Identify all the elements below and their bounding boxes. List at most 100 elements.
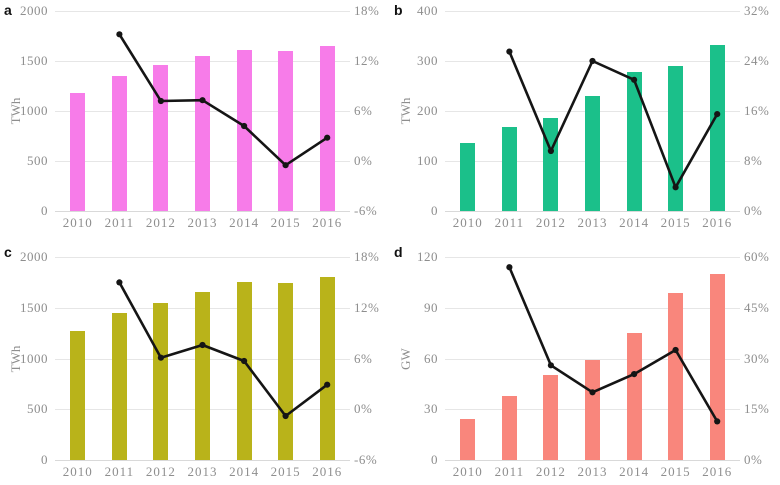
growth-line xyxy=(118,33,328,167)
secondary-axis-tick-label: 0% xyxy=(744,452,763,467)
x-axis-tick-label: 2013 xyxy=(187,215,218,230)
gridline xyxy=(445,257,740,258)
x-axis-tick-label: 2012 xyxy=(535,464,566,479)
x-axis-tick-label: 2014 xyxy=(229,215,260,230)
bar-2013 xyxy=(585,360,600,460)
x-axis-tick-label: 2012 xyxy=(145,215,176,230)
x-axis-tick-label: 2016 xyxy=(702,464,733,479)
x-axis-tick-label: 2011 xyxy=(104,215,135,230)
x-axis-tick-label: 2013 xyxy=(577,215,608,230)
gridline xyxy=(445,11,740,12)
bar-2015 xyxy=(278,51,294,211)
bar-2012 xyxy=(543,117,559,211)
secondary-axis-tick-label: -6% xyxy=(354,203,378,218)
x-axis-tick-label: 2016 xyxy=(312,464,343,479)
bar-2011 xyxy=(111,76,127,211)
growth-line xyxy=(118,281,328,418)
x-axis-tick-label: 2013 xyxy=(187,464,218,479)
data-point-marker xyxy=(116,279,123,286)
data-point-marker xyxy=(116,31,123,38)
bar-2011 xyxy=(111,312,127,460)
chart-panel-d: d GW 120 60% 90 45% 60 30% 30 15% 0 0% 2010 2011 2012 2… xyxy=(390,242,780,485)
data-point-marker xyxy=(547,362,554,369)
y-axis-tick-label: 2000 xyxy=(20,3,48,18)
growth-line xyxy=(508,51,719,189)
secondary-axis-tick-label: 8% xyxy=(744,153,763,168)
secondary-axis-tick-label: 0% xyxy=(744,203,763,218)
x-axis-tick-label: 2015 xyxy=(660,464,691,479)
y-axis-tick-label: 400 xyxy=(417,3,438,18)
y-axis-tick-label: 60 xyxy=(424,350,438,366)
bar-2013 xyxy=(195,291,210,460)
bar-2016 xyxy=(319,45,335,211)
x-axis-tick-label: 2011 xyxy=(104,464,135,479)
y-axis-tick-label: 1000 xyxy=(20,103,48,118)
y-axis-tick-label: 0 xyxy=(41,452,48,467)
secondary-axis-tick-label: 12% xyxy=(354,53,380,68)
gridline xyxy=(445,61,740,62)
bar-2010 xyxy=(460,419,476,460)
bar-2012 xyxy=(153,65,169,211)
panel-letter: d xyxy=(394,244,403,260)
secondary-axis-tick-label: 32% xyxy=(744,3,770,18)
y-axis-tick-label: 90 xyxy=(424,299,438,315)
x-axis-tick-label: 2016 xyxy=(702,215,733,230)
secondary-axis-tick-label: 12% xyxy=(354,299,380,315)
panel-letter: a xyxy=(4,2,12,18)
gridline xyxy=(55,11,350,12)
x-axis-tick-label: 2012 xyxy=(145,464,176,479)
secondary-axis-tick-label: 6% xyxy=(354,103,373,118)
gridline xyxy=(445,307,740,309)
bar-2012 xyxy=(543,375,559,460)
bar-2012 xyxy=(153,303,169,460)
secondary-axis-tick-label: 45% xyxy=(744,299,770,315)
secondary-axis-tick-label: 18% xyxy=(354,249,380,264)
y-axis-tick-label: 120 xyxy=(417,249,438,264)
gridline xyxy=(445,460,740,461)
bar-2014 xyxy=(626,333,642,460)
secondary-axis-tick-label: 0% xyxy=(354,153,373,168)
bar-2015 xyxy=(668,66,684,211)
bar-2013 xyxy=(195,55,210,211)
chart-panel-b: b TWh 400 32% 300 24% 200 16% 100 8% 0 0% 2010 2011 20… xyxy=(390,0,780,242)
bar-2015 xyxy=(668,292,684,460)
y-axis-tick-label: 1000 xyxy=(20,350,48,366)
x-axis-tick-label: 2015 xyxy=(270,215,301,230)
bar-2014 xyxy=(236,281,252,460)
panel-letter: b xyxy=(394,2,403,18)
y-axis-tick-label: 1500 xyxy=(20,53,48,68)
y-axis-tick-label: 500 xyxy=(27,153,48,168)
secondary-axis-tick-label: -6% xyxy=(354,452,378,467)
bar-2010 xyxy=(70,331,86,460)
gridline xyxy=(55,460,350,461)
x-axis-tick-label: 2010 xyxy=(62,464,93,479)
gridline xyxy=(445,211,740,212)
secondary-axis-tick-label: 60% xyxy=(744,249,770,264)
x-axis-tick-label: 2010 xyxy=(452,464,483,479)
x-axis-tick-label: 2010 xyxy=(452,215,483,230)
y-axis-tick-label: 0 xyxy=(431,203,438,218)
x-axis-tick-label: 2016 xyxy=(312,215,343,230)
secondary-axis-tick-label: 24% xyxy=(744,53,770,68)
y-axis-tick-label: 300 xyxy=(417,53,438,68)
y-axis-tick-label: 2000 xyxy=(20,249,48,264)
x-axis-tick-label: 2011 xyxy=(494,464,525,479)
x-axis-tick-label: 2010 xyxy=(62,215,93,230)
chart-panel-a: a TWh 2000 18% 1500 12% 1000 6% 500 0% 0 -6% 2010 201… xyxy=(0,0,390,242)
x-axis-tick-label: 2014 xyxy=(229,464,260,479)
x-axis-tick-label: 2011 xyxy=(494,215,525,230)
x-axis-tick-label: 2015 xyxy=(270,464,301,479)
x-axis-tick-label: 2013 xyxy=(577,464,608,479)
bar-2016 xyxy=(319,277,335,460)
data-point-marker xyxy=(506,264,513,271)
bar-2010 xyxy=(70,93,86,211)
secondary-axis-tick-label: 6% xyxy=(354,350,373,366)
x-axis-tick-label: 2014 xyxy=(619,464,650,479)
secondary-axis-tick-label: 0% xyxy=(354,401,373,417)
y-axis-tick-label: 30 xyxy=(424,401,438,417)
bar-2016 xyxy=(709,273,725,460)
secondary-axis-tick-label: 30% xyxy=(744,350,770,366)
y-axis-tick-label: 0 xyxy=(41,203,48,218)
